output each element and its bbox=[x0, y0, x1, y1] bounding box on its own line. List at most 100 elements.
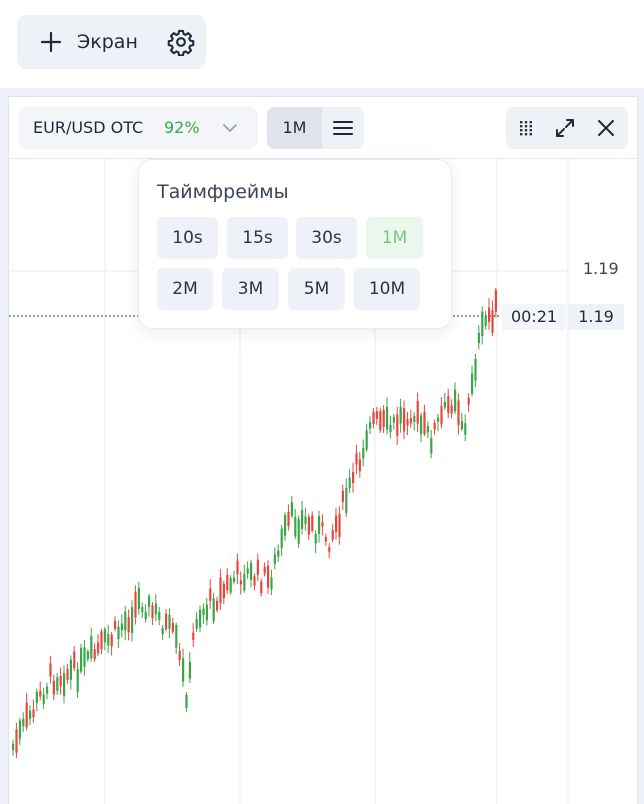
candle-body bbox=[52, 680, 55, 695]
candle-body bbox=[117, 626, 120, 639]
candle-body bbox=[209, 588, 212, 601]
candle-body bbox=[437, 417, 440, 422]
candle-body bbox=[440, 406, 443, 425]
timeframe-option-15s[interactable]: 15s bbox=[227, 217, 288, 259]
candle-body bbox=[59, 675, 62, 686]
candle-body bbox=[358, 459, 361, 472]
candle-body bbox=[199, 609, 202, 628]
candle-body bbox=[192, 632, 195, 641]
candle-body bbox=[386, 406, 389, 430]
candle-body bbox=[382, 409, 385, 427]
candle-timer: 00:21 bbox=[502, 304, 566, 330]
candle-body bbox=[450, 405, 453, 414]
candle-body bbox=[331, 530, 334, 540]
candle-body bbox=[46, 686, 49, 694]
timeframes-title: Таймфреймы bbox=[157, 181, 289, 203]
candle-body bbox=[307, 516, 310, 535]
candle-body bbox=[341, 490, 344, 502]
candle-body bbox=[430, 437, 433, 454]
candle-body bbox=[188, 661, 191, 679]
top-toolbar: Экран bbox=[0, 0, 644, 88]
candle-body bbox=[273, 554, 276, 564]
candle-body bbox=[148, 595, 151, 607]
gear-icon[interactable] bbox=[167, 28, 195, 56]
candle-body bbox=[154, 603, 157, 615]
chart-header: EUR/USD OTC 92% 1M bbox=[9, 97, 637, 159]
candle-body bbox=[409, 418, 412, 424]
candle-body bbox=[25, 702, 28, 728]
candles bbox=[12, 288, 497, 758]
timeframe-option-1m[interactable]: 1M bbox=[366, 217, 423, 259]
candle-body bbox=[447, 396, 450, 413]
candle-body bbox=[260, 581, 263, 594]
candle-body bbox=[403, 408, 406, 432]
candle-body bbox=[314, 533, 317, 544]
candle-body bbox=[280, 528, 283, 548]
candle-body bbox=[86, 651, 89, 660]
candle-body bbox=[477, 332, 480, 344]
add-screen-label: Экран bbox=[77, 31, 138, 53]
candle-body bbox=[287, 512, 290, 526]
timeframe-option-3m[interactable]: 3M bbox=[222, 268, 279, 310]
timeframes-popup: Таймфреймы 10s 15s 30s 1M 2M 3M 5M 10M bbox=[138, 159, 452, 329]
candle-body bbox=[413, 415, 416, 422]
timeframe-option-2m[interactable]: 2M bbox=[157, 268, 213, 310]
candle-body bbox=[494, 290, 497, 312]
candle-body bbox=[134, 591, 137, 618]
candle-body bbox=[90, 636, 93, 659]
candle-body bbox=[338, 513, 341, 538]
candle-body bbox=[457, 400, 460, 425]
candle-body bbox=[301, 509, 304, 530]
candle-body bbox=[182, 658, 185, 682]
timeframe-option-10s[interactable]: 10s bbox=[157, 217, 218, 259]
close-icon[interactable] bbox=[596, 118, 616, 138]
candle-body bbox=[375, 411, 378, 419]
price-scale-label: 1.19 bbox=[583, 259, 619, 278]
candle-body bbox=[97, 642, 100, 654]
menu-icon[interactable] bbox=[332, 118, 354, 138]
candle-body bbox=[467, 397, 470, 405]
candle-body bbox=[42, 694, 45, 704]
candle-body bbox=[481, 311, 484, 337]
expand-icon[interactable] bbox=[554, 117, 576, 139]
candle-body bbox=[212, 598, 215, 622]
candle-body bbox=[304, 516, 307, 525]
candle-body bbox=[396, 414, 399, 436]
candle-body bbox=[69, 659, 72, 680]
timeframe-option-5m[interactable]: 5M bbox=[288, 268, 345, 310]
candle-body bbox=[80, 647, 83, 672]
candle-body bbox=[294, 516, 297, 537]
drag-handle-icon[interactable] bbox=[518, 120, 534, 136]
candle-body bbox=[15, 729, 18, 753]
add-screen-button[interactable]: Экран bbox=[17, 15, 206, 69]
timeframe-option-10m[interactable]: 10M bbox=[354, 268, 420, 310]
candle-body bbox=[284, 514, 287, 536]
timeframe-button[interactable]: 1M bbox=[267, 107, 322, 149]
asset-selector[interactable]: EUR/USD OTC 92% bbox=[18, 107, 258, 149]
candle-body bbox=[49, 663, 52, 677]
candle-body bbox=[29, 710, 32, 719]
candle-body bbox=[110, 634, 113, 647]
candle-body bbox=[205, 604, 208, 621]
candle-body bbox=[114, 620, 117, 629]
candle-body bbox=[324, 537, 327, 542]
candle-body bbox=[246, 568, 249, 574]
plus-icon bbox=[40, 31, 62, 53]
candle-body bbox=[229, 577, 232, 593]
candle-body bbox=[491, 310, 494, 333]
candle-body bbox=[423, 412, 426, 435]
candle-body bbox=[165, 613, 168, 630]
candle-body bbox=[100, 631, 103, 650]
candle-body bbox=[321, 522, 324, 527]
candle-body bbox=[379, 411, 382, 431]
candle-body bbox=[328, 547, 331, 552]
candle-body bbox=[369, 422, 372, 429]
timeframe-option-30s[interactable]: 30s bbox=[296, 217, 357, 259]
candle-body bbox=[372, 412, 375, 424]
candle-body bbox=[250, 562, 253, 580]
candle-body bbox=[73, 651, 76, 669]
candle-body bbox=[460, 421, 463, 430]
candle-body bbox=[151, 605, 154, 618]
candle-body bbox=[39, 690, 42, 697]
candle-body bbox=[243, 574, 246, 591]
